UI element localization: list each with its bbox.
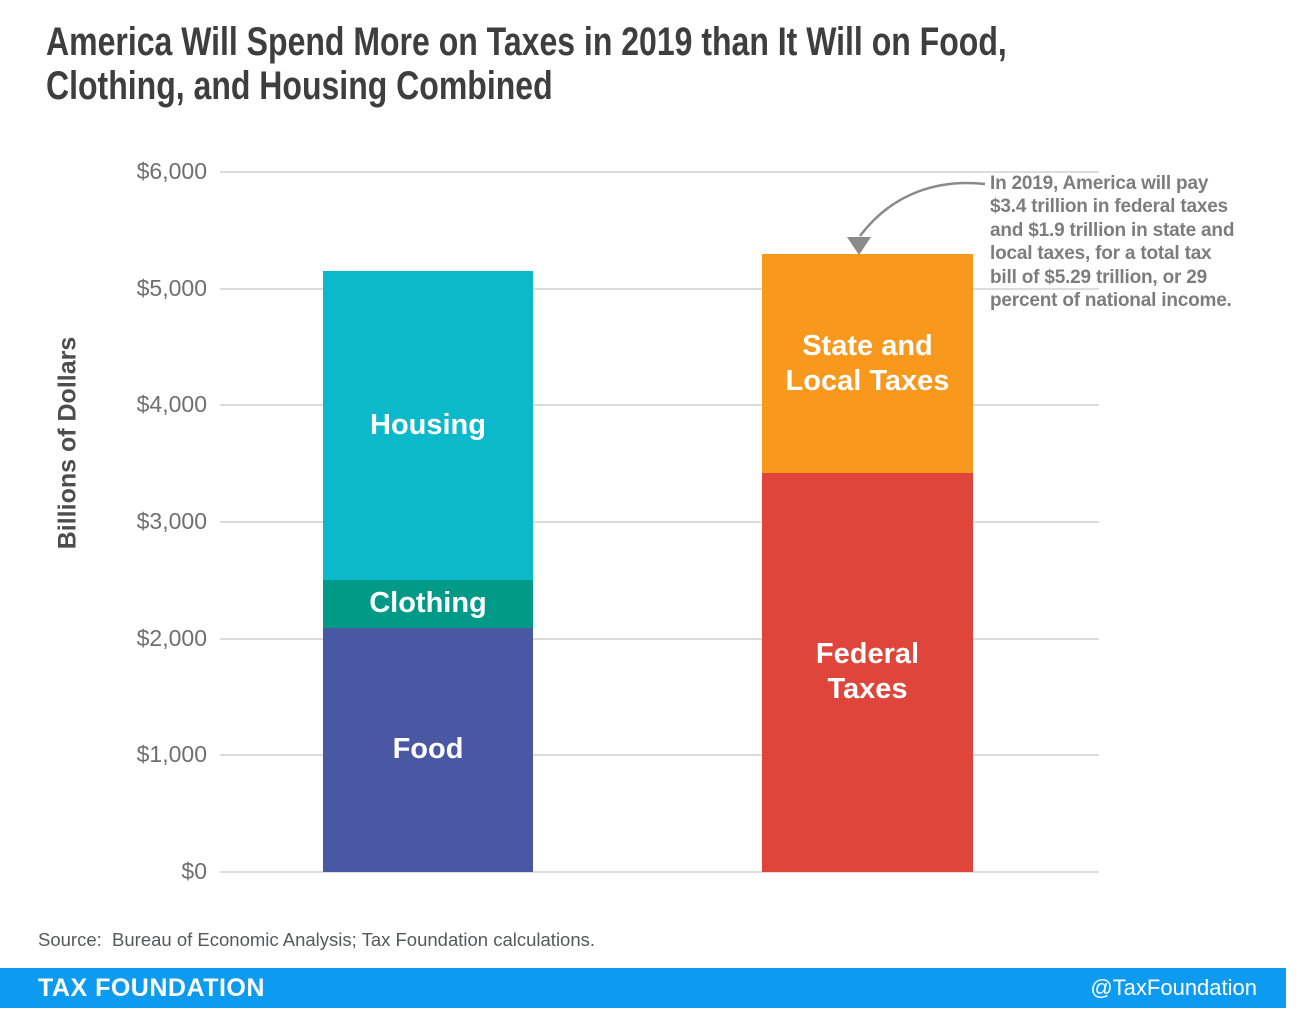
annotation-line: percent of national income. <box>990 290 1232 312</box>
gridline <box>220 637 1099 640</box>
source-note: Source: Bureau of Economic Analysis; Tax… <box>38 929 596 950</box>
annotation-line: local taxes, for a total tax <box>990 243 1212 265</box>
y-tick-label: $3,000 <box>136 508 207 534</box>
y-tick-label: $6,000 <box>136 158 207 184</box>
bar-segment-label: Housing <box>370 408 486 441</box>
chart-title-line-1: America Will Spend More on Taxes in 2019… <box>46 20 1007 64</box>
gridline <box>220 287 1099 290</box>
bar-segment-state-and-local-taxes: State and Local Taxes <box>762 254 973 473</box>
annotation-line: bill of $5.29 trillion, or 29 <box>990 266 1207 288</box>
chart-title: America Will Spend More on Taxes in 2019… <box>46 20 1007 108</box>
bar-segment-label: Clothing <box>369 587 487 620</box>
annotation-line: $3.4 trillion in federal taxes <box>990 196 1228 218</box>
annotation-text: In 2019, America will pay $3.4 trillion … <box>990 172 1234 312</box>
bar-segment-housing: Housing <box>323 270 533 580</box>
gridline <box>220 521 1099 523</box>
y-tick-label: $2,000 <box>136 624 207 651</box>
y-tick-label: $0 <box>181 858 207 884</box>
chart-title-line-2: Clothing, and Housing Combined <box>46 64 553 108</box>
footer-handle: @TaxFoundation <box>1090 975 1257 1000</box>
footer-brand: TAX FOUNDATION <box>38 973 265 1002</box>
y-tick-label: $1,000 <box>136 741 207 768</box>
annotation-line: In 2019, America will pay <box>990 173 1209 194</box>
bar-segment-clothing: Clothing <box>323 579 533 628</box>
bar-segment-label: Federal Taxes <box>815 638 920 706</box>
gridline <box>220 404 1099 407</box>
gridline <box>220 754 1099 757</box>
footer-bar: TAX FOUNDATION @TaxFoundation <box>0 968 1286 1008</box>
y-tick-label: $5,000 <box>136 274 207 301</box>
bar-segment-federal-taxes: Federal Taxes <box>762 472 973 872</box>
annotation-line: and $1.9 trillion in state and <box>990 219 1235 241</box>
bar-segment-label: Food <box>392 733 464 766</box>
gridline <box>220 871 1099 873</box>
bar-segment-food: Food <box>323 627 533 872</box>
annotation-arrow-icon <box>847 181 986 255</box>
y-tick-label: $4,000 <box>136 391 207 418</box>
gridline <box>220 171 1099 173</box>
bar-segment-label: State and Local Taxes <box>785 329 950 397</box>
